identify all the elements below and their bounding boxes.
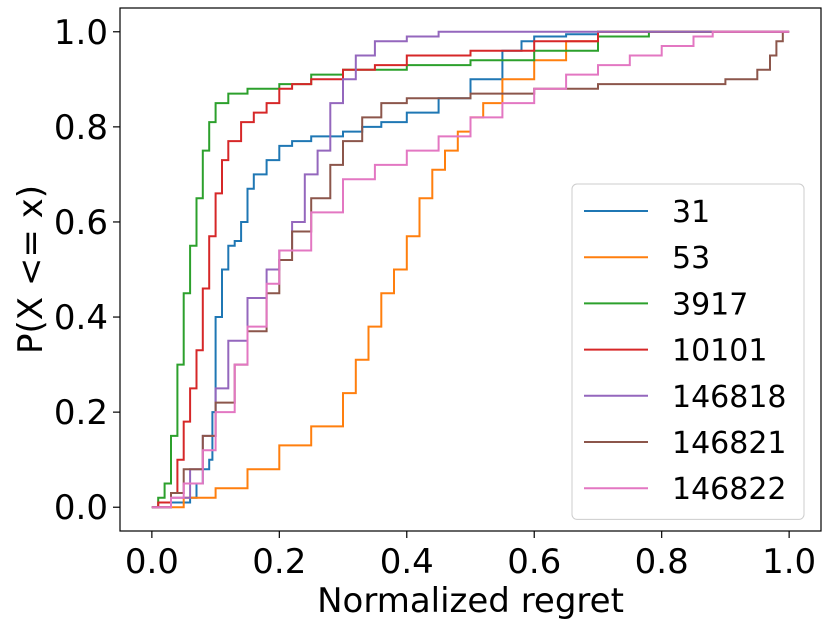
x-tick-label: 0.4 (380, 542, 434, 582)
y-axis-label: P(X <= x) (11, 185, 51, 354)
x-tick-label: 0.0 (125, 542, 179, 582)
legend-label-10101: 10101 (672, 334, 767, 369)
y-tick-label: 0.4 (54, 298, 108, 338)
legend-box (571, 183, 805, 520)
series-line-146821 (151, 31, 784, 509)
x-axis-label: Normalized regret (317, 581, 624, 621)
plot-frame (119, 7, 822, 532)
series-layer (151, 30, 790, 509)
y-axis-ticks: 0.0 0.2 0.4 0.6 0.8 1.0 (54, 13, 120, 528)
series-line-53 (151, 30, 790, 509)
legend-label-146822: 146822 (672, 472, 787, 507)
y-tick-label: 0.2 (54, 393, 108, 433)
x-tick-label: 0.6 (507, 542, 561, 582)
y-tick-label: 0.6 (54, 203, 108, 243)
x-tick-label: 1.0 (762, 542, 816, 582)
x-axis-ticks: 0.0 0.2 0.4 0.6 0.8 1.0 (125, 531, 816, 582)
legend-label-146821: 146821 (672, 426, 787, 461)
legend: 31 53 3917 10101 146818 146821 146822 (571, 183, 805, 520)
legend-label-53: 53 (672, 241, 710, 276)
series-line-31 (151, 30, 790, 509)
series-line-3917 (151, 30, 790, 509)
legend-label-146818: 146818 (672, 380, 787, 415)
x-tick-label: 0.2 (252, 542, 306, 582)
legend-label-3917: 3917 (672, 287, 748, 322)
y-tick-label: 1.0 (54, 13, 108, 53)
x-tick-label: 0.8 (635, 542, 689, 582)
series-line-146822 (151, 30, 790, 509)
y-tick-label: 0.0 (54, 488, 108, 528)
legend-label-31: 31 (672, 195, 710, 230)
y-tick-label: 0.8 (54, 108, 108, 148)
series-line-10101 (151, 30, 790, 509)
